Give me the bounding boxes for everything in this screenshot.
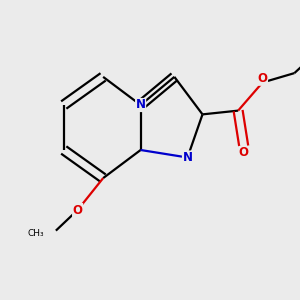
Text: N: N: [182, 151, 193, 164]
Text: O: O: [239, 146, 249, 160]
Text: O: O: [257, 72, 268, 85]
Text: CH₃: CH₃: [28, 229, 45, 238]
Text: O: O: [73, 203, 82, 217]
Text: N: N: [136, 98, 146, 112]
